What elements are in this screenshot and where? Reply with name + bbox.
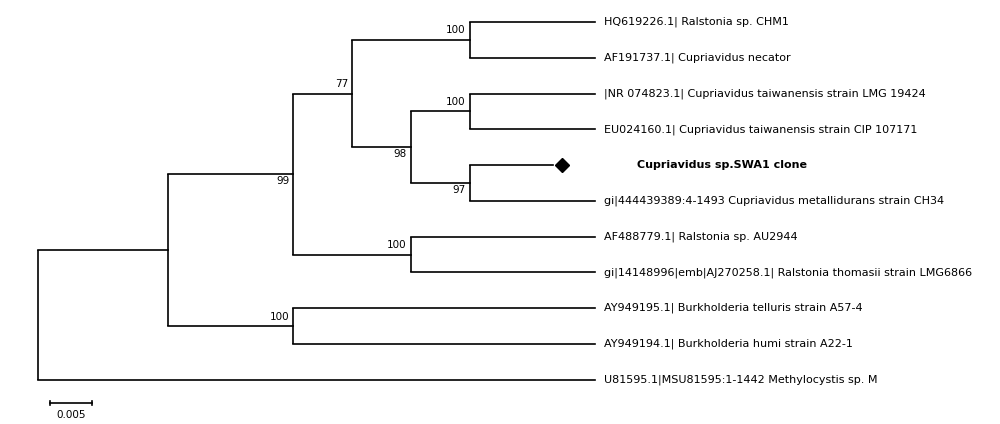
- Text: AF488779.1| Ralstonia sp. AU2944: AF488779.1| Ralstonia sp. AU2944: [604, 232, 797, 242]
- Text: |NR 074823.1| Cupriavidus taiwanensis strain LMG 19424: |NR 074823.1| Cupriavidus taiwanensis st…: [604, 88, 925, 99]
- Text: 98: 98: [393, 149, 407, 159]
- Text: EU024160.1| Cupriavidus taiwanensis strain CIP 107171: EU024160.1| Cupriavidus taiwanensis stra…: [604, 124, 917, 134]
- Text: AF191737.1| Cupriavidus necator: AF191737.1| Cupriavidus necator: [604, 53, 790, 63]
- Text: 97: 97: [452, 185, 465, 195]
- Text: gi|444439389:4-1493 Cupriavidus metallidurans strain CH34: gi|444439389:4-1493 Cupriavidus metallid…: [604, 195, 944, 206]
- Text: 99: 99: [276, 176, 289, 186]
- Text: HQ619226.1| Ralstonia sp. CHM1: HQ619226.1| Ralstonia sp. CHM1: [604, 17, 789, 27]
- Text: AY949194.1| Burkholderia humi strain A22-1: AY949194.1| Burkholderia humi strain A22…: [604, 339, 853, 349]
- Text: gi|14148996|emb|AJ270258.1| Ralstonia thomasii strain LMG6866: gi|14148996|emb|AJ270258.1| Ralstonia th…: [604, 267, 972, 278]
- Text: 100: 100: [446, 25, 465, 35]
- Text: 0.005: 0.005: [56, 410, 86, 420]
- Text: U81595.1|MSU81595:1-1442 Methylocystis sp. M: U81595.1|MSU81595:1-1442 Methylocystis s…: [604, 374, 877, 385]
- Text: 100: 100: [387, 240, 407, 250]
- Text: 100: 100: [270, 312, 289, 322]
- Text: Cupriavidus sp.SWA1 clone: Cupriavidus sp.SWA1 clone: [637, 160, 807, 170]
- Text: 77: 77: [335, 79, 348, 89]
- Text: AY949195.1| Burkholderia telluris strain A57-4: AY949195.1| Burkholderia telluris strain…: [604, 303, 862, 313]
- Text: 100: 100: [446, 97, 465, 107]
